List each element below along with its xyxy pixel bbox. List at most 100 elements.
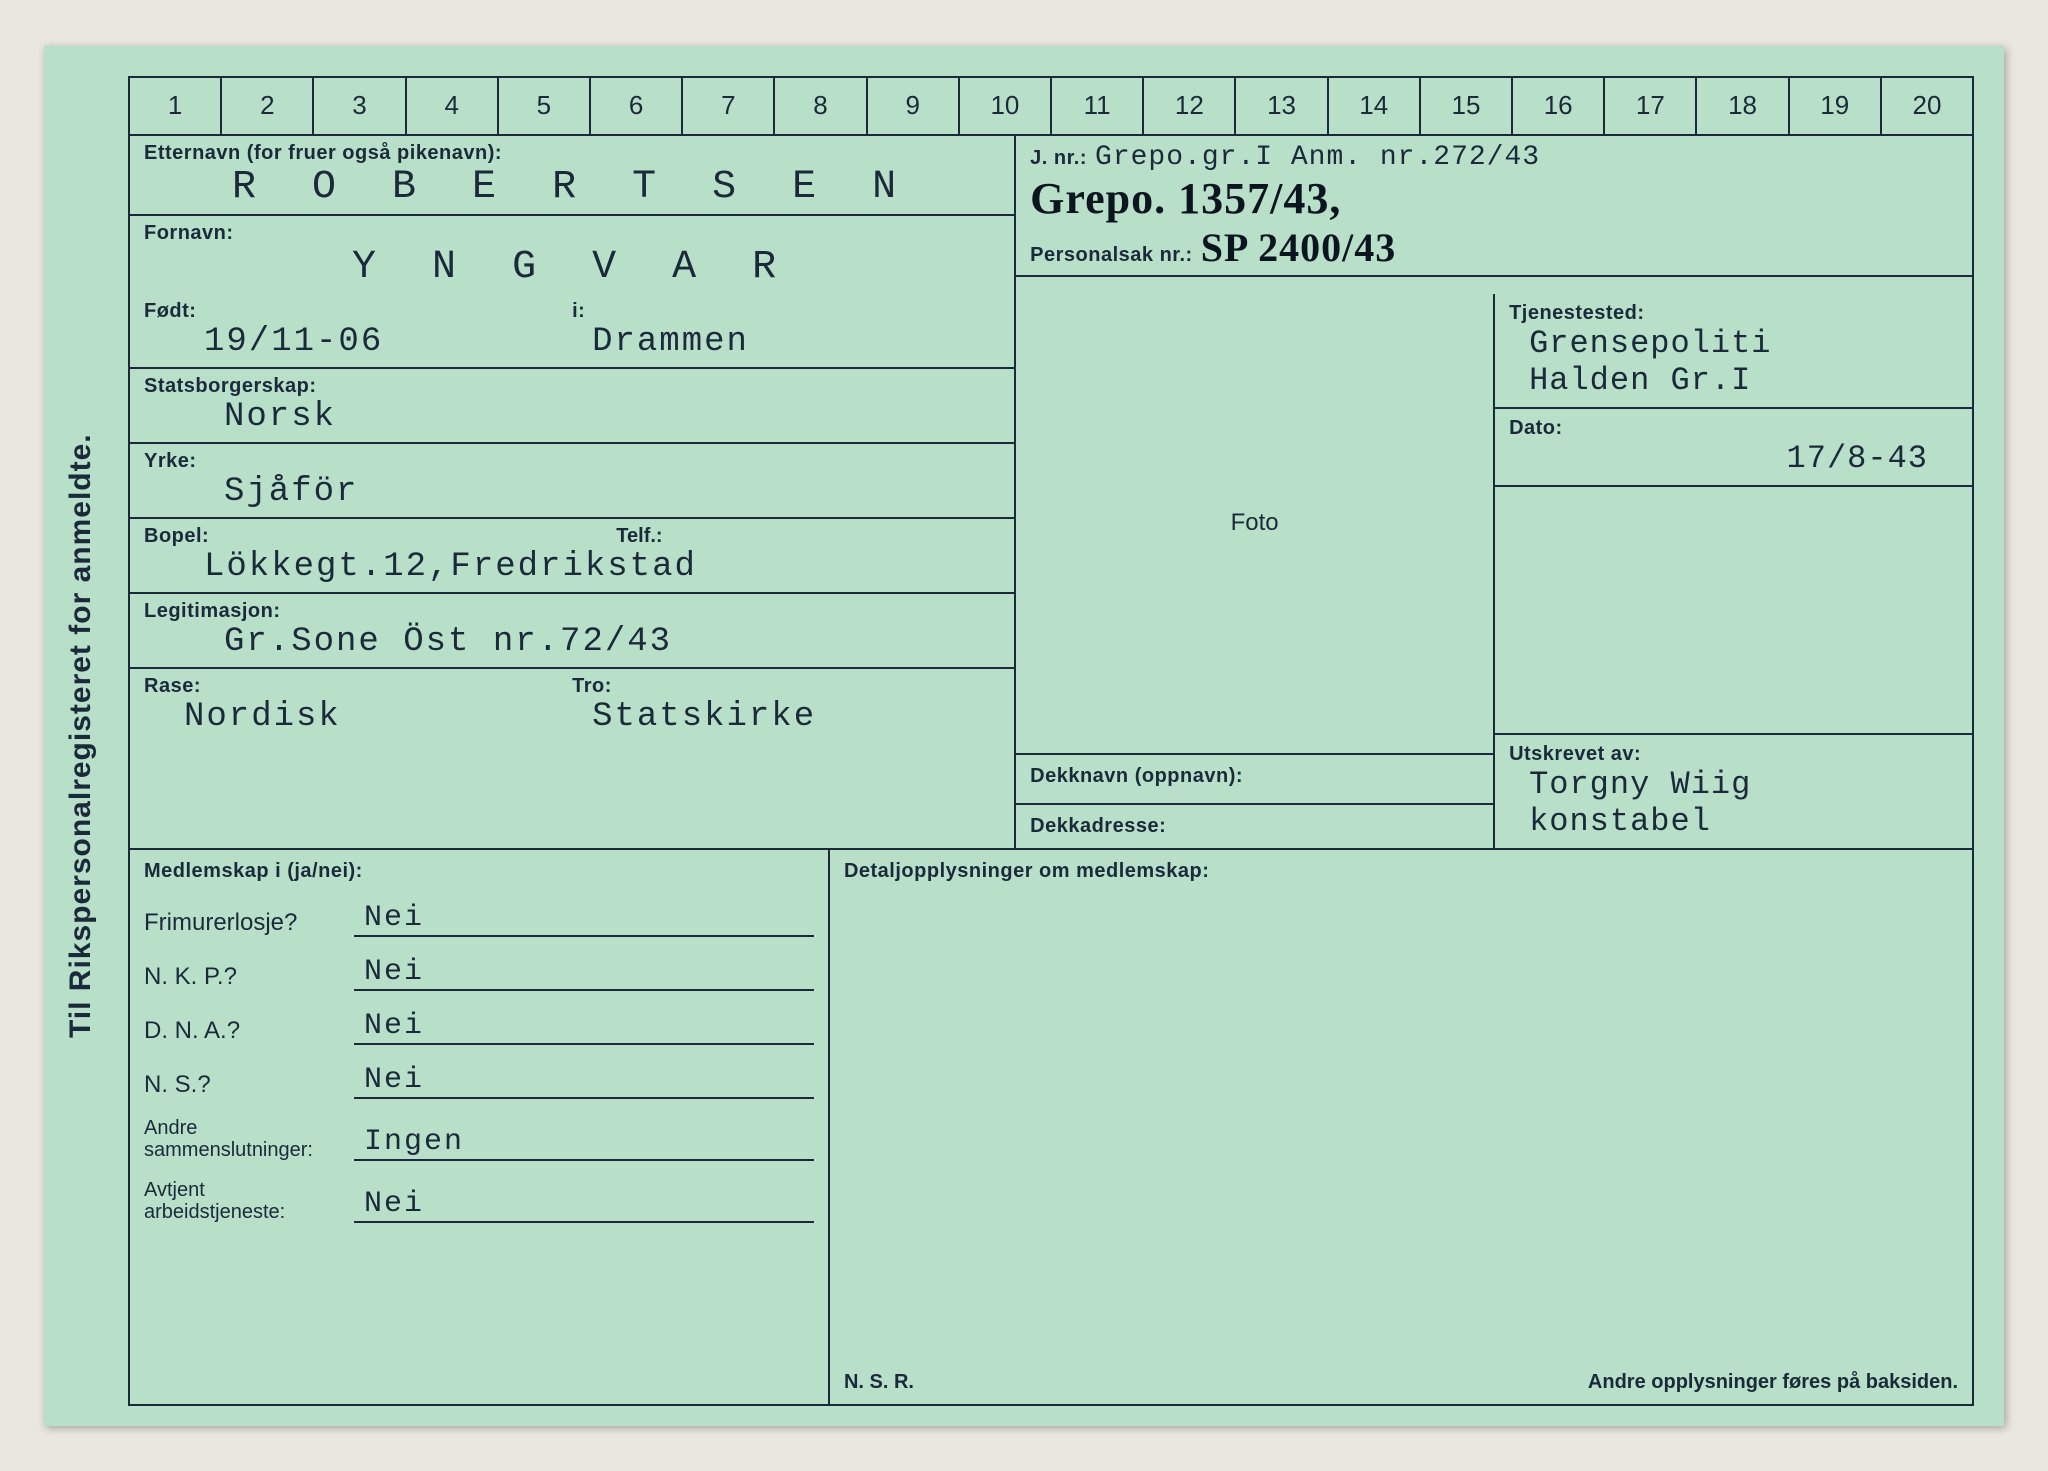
surname-value: R O B E R T S E N [144, 165, 1000, 210]
ruler-cell: 19 [1790, 78, 1882, 134]
ruler-cell: 9 [868, 78, 960, 134]
residence-field: Bopel: Telf.: Lökkegt.12,Fredrikstad [130, 519, 1014, 594]
nkp-value: Nei [354, 955, 814, 991]
ruler-cell: 1 [130, 78, 222, 134]
registration-card: Til Rikspersonalregisteret for anmeldte.… [44, 46, 2004, 1426]
personalsak-handwritten: SP 2400/43 [1201, 224, 1397, 271]
dna-label: D. N. A.? [144, 1017, 344, 1045]
station-field: Tjenestested: Grensepoliti Halden Gr.I [1495, 294, 1972, 409]
nsr-note: N. S. R. [844, 1371, 914, 1394]
other-value: Ingen [354, 1125, 814, 1161]
other-label-2: sammenslutninger: [144, 1139, 313, 1161]
born-in-label: i: [572, 300, 1000, 323]
membership-row: D. N. A.? Nei [144, 1009, 814, 1045]
citizenship-label: Statsborgerskap: [144, 375, 1000, 398]
ruler-cell: 6 [591, 78, 683, 134]
ruler-cell: 13 [1236, 78, 1328, 134]
membership-service-row: Avtjent arbeidstjeneste: Nei [144, 1179, 814, 1223]
residence-value: Lökkegt.12,Fredrikstad [144, 548, 1000, 588]
date-field: Dato: 17/8-43 [1495, 409, 1972, 487]
jnr-label: J. nr.: [1030, 147, 1087, 170]
nkp-label: N. K. P.? [144, 963, 344, 991]
frimurer-value: Nei [354, 901, 814, 937]
membership-detail-header: Detaljopplysninger om medlemskap: [844, 860, 1958, 883]
membership-row: Frimurerlosje? Nei [144, 901, 814, 937]
membership-row: N. K. P.? Nei [144, 955, 814, 991]
station-value-2: Halden Gr.I [1509, 362, 1958, 399]
born-label: Født: [144, 300, 572, 323]
ruler-cell: 18 [1697, 78, 1789, 134]
membership-left: Medlemskap i (ja/nei): Frimurerlosje? Ne… [130, 850, 830, 1404]
membership-other-row: Andre sammenslutninger: Ingen [144, 1117, 814, 1161]
id-value: Gr.Sone Öst nr.72/43 [144, 623, 1000, 663]
foto-box: Foto [1016, 294, 1493, 755]
residence-label: Bopel: [144, 525, 1000, 548]
citizenship-field: Statsborgerskap: Norsk [130, 369, 1014, 444]
jnr-field: J. nr.: Grepo.gr.I Anm. nr.272/43 Grepo.… [1016, 136, 1972, 277]
frimurer-label: Frimurerlosje? [144, 909, 344, 937]
dekknavn-label: Dekknavn (oppnavn): [1030, 765, 1479, 788]
personalsak-label: Personalsak nr.: [1030, 244, 1193, 267]
ruler-cell: 11 [1052, 78, 1144, 134]
telf-label: Telf.: [616, 525, 662, 548]
occupation-label: Yrke: [144, 450, 1000, 473]
dekkadresse-field: Dekkadresse: [1016, 805, 1493, 848]
born-field: Født: 19/11-06 i: Drammen [130, 294, 1014, 369]
jnr-typed: Grepo.gr.I Anm. nr.272/43 [1095, 142, 1540, 173]
ruler-cell: 4 [407, 78, 499, 134]
left-column: Født: 19/11-06 i: Drammen Statsborgerska… [130, 294, 1014, 848]
ruler-cell: 3 [314, 78, 406, 134]
faith-label: Tro: [572, 675, 1000, 698]
ruler-cell: 12 [1144, 78, 1236, 134]
ruler-cell: 8 [775, 78, 867, 134]
issued-by-value-1: Torgny Wiig [1509, 766, 1958, 803]
ruler-cell: 7 [683, 78, 775, 134]
race-value: Nordisk [144, 698, 572, 738]
occupation-value: Sjåför [144, 473, 1000, 513]
surname-field: Etternavn (for fruer også pikenavn): R O… [130, 136, 1014, 216]
membership-section: Medlemskap i (ja/nei): Frimurerlosje? Ne… [128, 850, 1974, 1406]
ruler-cell: 17 [1605, 78, 1697, 134]
firstname-field: Fornavn: Y N G V A R [130, 216, 1014, 294]
membership-right: Detaljopplysninger om medlemskap: N. S. … [830, 850, 1972, 1404]
ns-label: N. S.? [144, 1071, 344, 1099]
ruler-row: 1 2 3 4 5 6 7 8 9 10 11 12 13 14 15 16 1… [128, 76, 1974, 136]
middle-column: Foto Dekknavn (oppnavn): Dekkadresse: [1014, 294, 1493, 848]
surname-firstname-block: Etternavn (for fruer også pikenavn): R O… [130, 136, 1014, 294]
ns-value: Nei [354, 1063, 814, 1099]
service-label-2: arbeidstjeneste: [144, 1201, 285, 1223]
station-value-1: Grensepoliti [1509, 325, 1958, 362]
jnr-block: J. nr.: Grepo.gr.I Anm. nr.272/43 Grepo.… [1014, 136, 1972, 294]
id-field: Legitimasjon: Gr.Sone Öst nr.72/43 [130, 594, 1014, 669]
date-label: Dato: [1509, 417, 1958, 440]
ruler-cell: 5 [499, 78, 591, 134]
born-value: 19/11-06 [144, 323, 572, 363]
issued-by-label: Utskrevet av: [1509, 743, 1958, 766]
dna-value: Nei [354, 1009, 814, 1045]
issued-by-value-2: konstabel [1509, 803, 1958, 840]
faith-value: Statskirke [572, 698, 1000, 738]
ruler-cell: 15 [1421, 78, 1513, 134]
ruler-cell: 2 [222, 78, 314, 134]
dekkadresse-label: Dekkadresse: [1030, 815, 1479, 838]
other-label: Andre sammenslutninger: [144, 1117, 344, 1161]
membership-row: N. S.? Nei [144, 1063, 814, 1099]
service-label: Avtjent arbeidstjeneste: [144, 1179, 344, 1223]
station-label: Tjenestested: [1509, 302, 1958, 325]
other-label-1: Andre [144, 1117, 197, 1139]
ruler-cell: 10 [960, 78, 1052, 134]
main-grid: Født: 19/11-06 i: Drammen Statsborgerska… [128, 294, 1974, 850]
firstname-value: Y N G V A R [144, 245, 1000, 290]
top-row: Etternavn (for fruer også pikenavn): R O… [128, 136, 1974, 294]
foto-label: Foto [1231, 509, 1279, 537]
surname-label: Etternavn (for fruer også pikenavn): [144, 142, 1000, 165]
id-label: Legitimasjon: [144, 600, 1000, 623]
ruler-cell: 14 [1329, 78, 1421, 134]
dekknavn-field: Dekknavn (oppnavn): [1016, 755, 1493, 805]
ruler-cell: 16 [1513, 78, 1605, 134]
firstname-label: Fornavn: [144, 222, 1000, 245]
race-faith-field: Rase: Nordisk Tro: Statskirke [130, 669, 1014, 742]
service-label-1: Avtjent [144, 1179, 205, 1201]
back-note: Andre opplysninger føres på baksiden. [1588, 1371, 1958, 1394]
date-value: 17/8-43 [1509, 440, 1958, 477]
